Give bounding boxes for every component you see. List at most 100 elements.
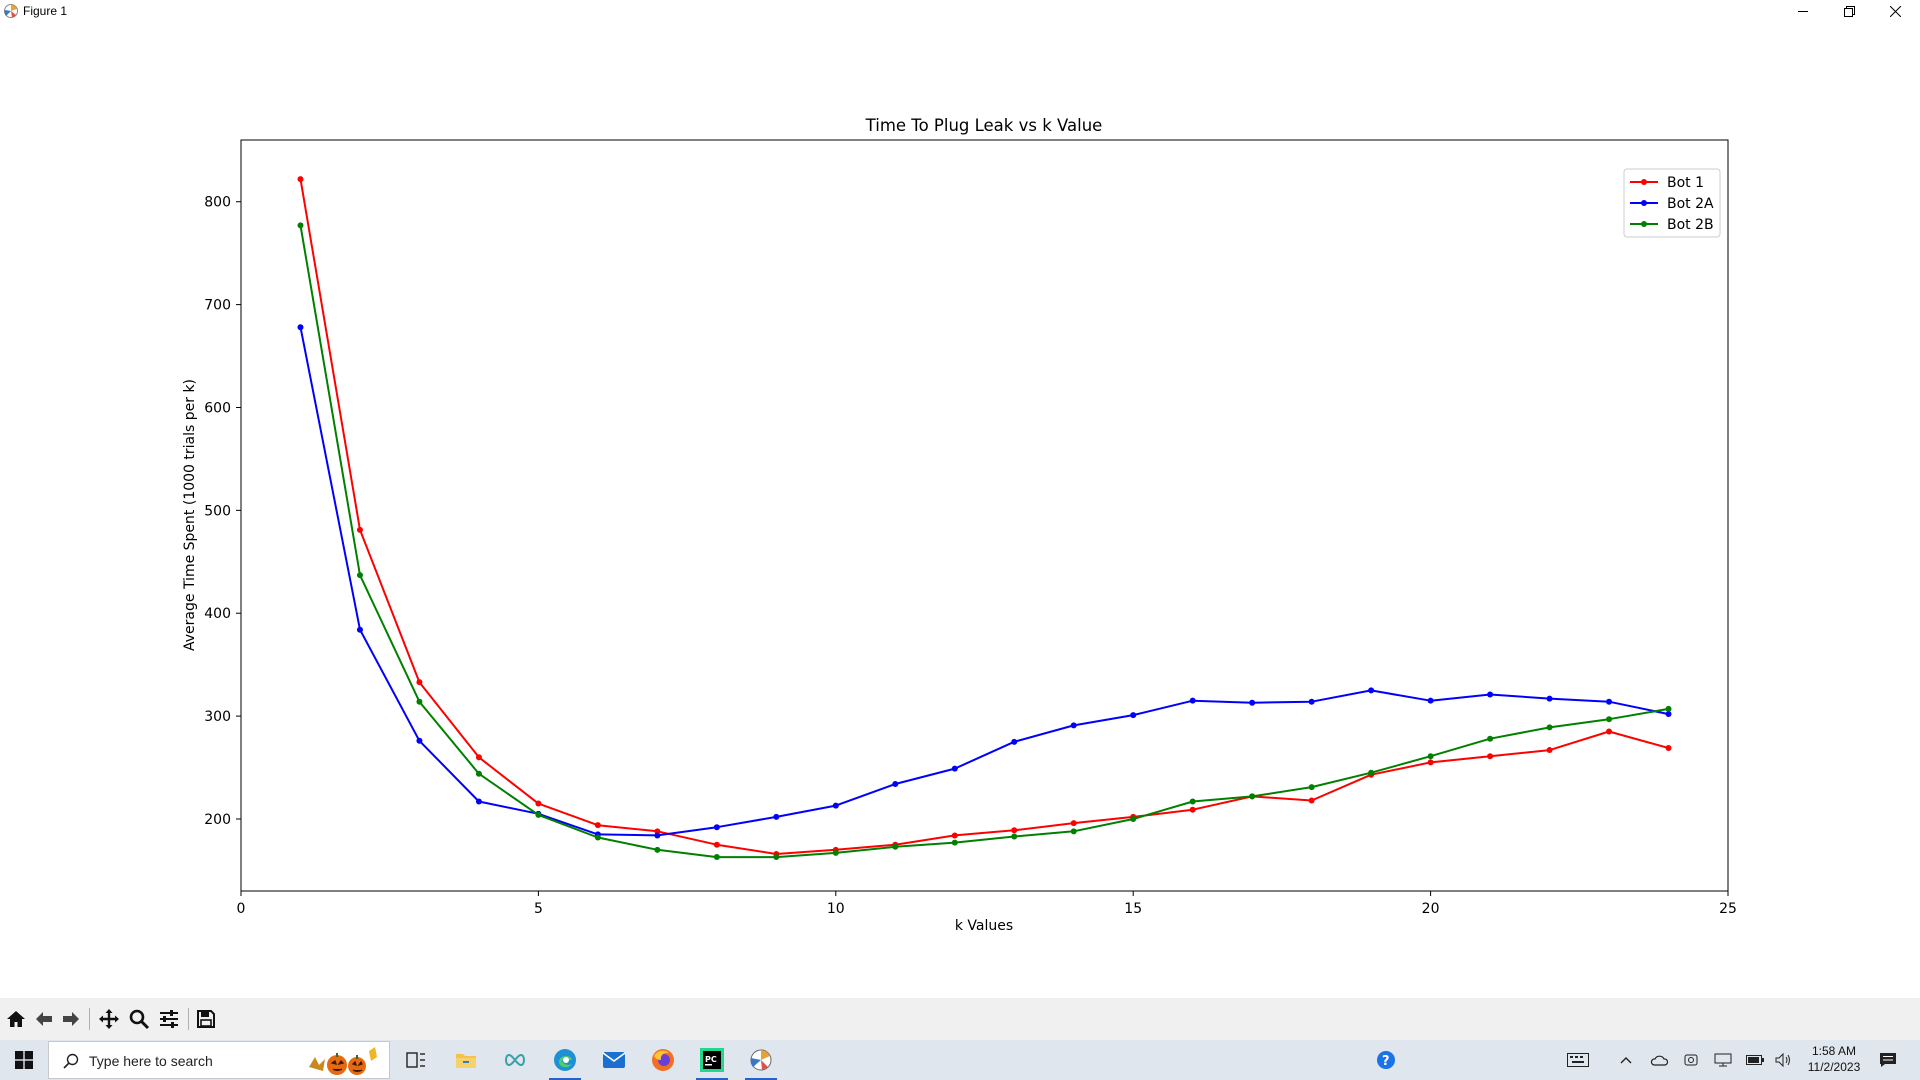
- data-point-bot-2b: [1189, 798, 1196, 805]
- keyboard-tray-button[interactable]: [1564, 1040, 1592, 1080]
- data-point-bot-2b: [1011, 833, 1018, 840]
- plot-frame: [240, 139, 1729, 892]
- svg-text:PC: PC: [705, 1055, 717, 1064]
- data-point-bot-1: [356, 526, 363, 533]
- y-tick-label: 600: [204, 400, 231, 416]
- data-point-bot-2a: [1308, 698, 1315, 705]
- y-tick-label: 800: [204, 195, 231, 211]
- speaker-icon: [1775, 1053, 1790, 1067]
- firefox-button[interactable]: [643, 1044, 683, 1076]
- data-point-bot-2b: [1070, 828, 1077, 835]
- pycharm-icon: PC: [700, 1048, 724, 1072]
- x-tick-label: 0: [237, 901, 246, 917]
- data-point-bot-1: [1606, 728, 1613, 735]
- battery-icon: [1746, 1055, 1764, 1065]
- configure-subplots-button[interactable]: [157, 1007, 181, 1031]
- onedrive-tray-button[interactable]: [1648, 1040, 1670, 1080]
- data-point-bot-2b: [1546, 724, 1553, 731]
- legend-marker: [1641, 200, 1647, 206]
- back-button[interactable]: [32, 1007, 56, 1031]
- y-tick-label: 700: [204, 298, 231, 314]
- legend-box: [1623, 168, 1721, 238]
- line-chart: Time To Plug Leak vs k Value 0 5 10 15 20 25 2…: [182, 116, 1737, 934]
- legend-label: Bot 2A: [1667, 196, 1714, 212]
- save-button[interactable]: [194, 1007, 218, 1031]
- forward-arrow-icon: [63, 1012, 79, 1026]
- minimize-button[interactable]: [1780, 0, 1826, 22]
- y-tick-label: 500: [204, 503, 231, 519]
- data-point-bot-2b: [1427, 753, 1434, 760]
- data-point-bot-2b: [535, 811, 542, 818]
- minimize-icon: [1798, 11, 1808, 12]
- task-view-icon: [406, 1052, 425, 1068]
- data-point-bot-2a: [951, 765, 958, 772]
- chart-title: Time To Plug Leak vs k Value: [865, 116, 1103, 135]
- x-tick-label: 15: [1124, 901, 1142, 917]
- data-point-bot-1: [1487, 753, 1494, 760]
- home-button[interactable]: [4, 1007, 28, 1031]
- legend: Bot 1 Bot 2A Bot 2B: [1623, 168, 1721, 238]
- data-point-bot-2a: [1665, 711, 1672, 718]
- data-point-bot-1: [1011, 827, 1018, 834]
- data-point-bot-2b: [475, 770, 482, 777]
- taskbar-clock[interactable]: 1:58 AM 11/2/2023: [1796, 1043, 1872, 1075]
- legend-label: Bot 2B: [1667, 217, 1714, 233]
- data-point-bot-2b: [594, 834, 601, 841]
- data-point-bot-2b: [773, 854, 780, 861]
- pan-button[interactable]: [97, 1007, 121, 1031]
- x-tick-label: 20: [1422, 901, 1440, 917]
- network-tray-button[interactable]: [1712, 1040, 1734, 1080]
- restore-icon: [1843, 5, 1855, 17]
- legend-marker: [1641, 179, 1647, 185]
- toolbar-separator: [188, 1008, 189, 1030]
- data-point-bot-2a: [1249, 699, 1256, 706]
- camera-tray-button[interactable]: [1680, 1040, 1702, 1080]
- task-view-button[interactable]: [396, 1044, 436, 1076]
- edge-browser-button[interactable]: [545, 1044, 585, 1080]
- data-point-bot-2a: [1606, 698, 1613, 705]
- zoom-button[interactable]: [127, 1007, 151, 1031]
- clock-time: 1:58 AM: [1811, 1044, 1857, 1058]
- data-point-bot-2a: [297, 324, 304, 331]
- cloud-icon: [1650, 1055, 1668, 1066]
- file-explorer-button[interactable]: [446, 1044, 486, 1076]
- matplotlib-figure-button[interactable]: [741, 1044, 781, 1080]
- data-point-bot-1: [475, 754, 482, 761]
- taskbar-search-box[interactable]: Type here to search: [48, 1041, 390, 1079]
- series-line-bot-2b: [299, 225, 1669, 859]
- data-point-bot-2b: [1130, 815, 1137, 822]
- start-button[interactable]: [0, 1040, 48, 1080]
- data-point-bot-2a: [1427, 697, 1434, 704]
- restore-button[interactable]: [1826, 0, 1872, 22]
- close-button[interactable]: [1872, 0, 1918, 22]
- matplotlib-toolbar: [0, 998, 1920, 1040]
- y-tick-label: 300: [204, 709, 231, 725]
- notifications-button[interactable]: [1876, 1040, 1900, 1080]
- matplotlib-icon: [750, 1049, 772, 1071]
- data-point-bot-2a: [654, 832, 661, 839]
- infinity-app-button[interactable]: [495, 1044, 535, 1076]
- toolbar-separator: [89, 1008, 90, 1030]
- mail-button[interactable]: [594, 1044, 634, 1076]
- keyboard-icon: [1567, 1053, 1589, 1067]
- data-point-bot-2a: [832, 802, 839, 809]
- firefox-icon: [652, 1049, 674, 1071]
- pycharm-button[interactable]: PC: [692, 1044, 732, 1080]
- back-arrow-icon: [36, 1012, 52, 1026]
- data-point-bot-2b: [297, 222, 304, 229]
- data-point-bot-1: [951, 832, 958, 839]
- data-point-bot-2b: [1368, 769, 1375, 776]
- chevron-up-icon: [1620, 1057, 1632, 1064]
- figure-canvas[interactable]: Time To Plug Leak vs k Value 0 5 10 15 20 25 2…: [0, 24, 1920, 998]
- y-tick-label: 400: [204, 606, 231, 622]
- data-point-bot-2b: [416, 698, 423, 705]
- help-tray-button[interactable]: ?: [1374, 1040, 1398, 1080]
- volume-tray-button[interactable]: [1773, 1040, 1795, 1080]
- windows-taskbar: Type here to search PC ?: [0, 1040, 1920, 1080]
- series-line-bot-2a: [299, 327, 1669, 837]
- battery-tray-button[interactable]: [1744, 1040, 1766, 1080]
- pan-icon: [99, 1009, 119, 1029]
- forward-button[interactable]: [59, 1007, 83, 1031]
- series-line-bot-1: [299, 178, 1669, 855]
- show-hidden-icons-button[interactable]: [1616, 1040, 1636, 1080]
